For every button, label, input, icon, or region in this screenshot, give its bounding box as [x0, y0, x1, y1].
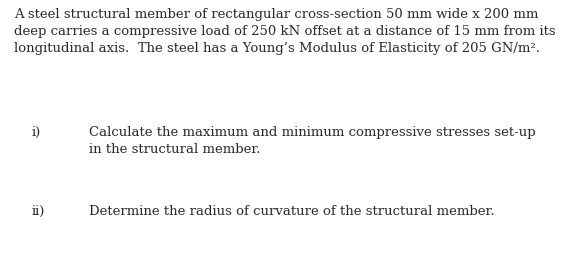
Text: A steel structural member of rectangular cross-section 50 mm wide x 200 mm
deep : A steel structural member of rectangular…	[14, 8, 556, 55]
Text: ii): ii)	[32, 205, 45, 218]
Text: Calculate the maximum and minimum compressive stresses set-up
in the structural : Calculate the maximum and minimum compre…	[89, 126, 536, 156]
Text: i): i)	[32, 126, 41, 139]
Text: Determine the radius of curvature of the structural member.: Determine the radius of curvature of the…	[89, 205, 495, 218]
